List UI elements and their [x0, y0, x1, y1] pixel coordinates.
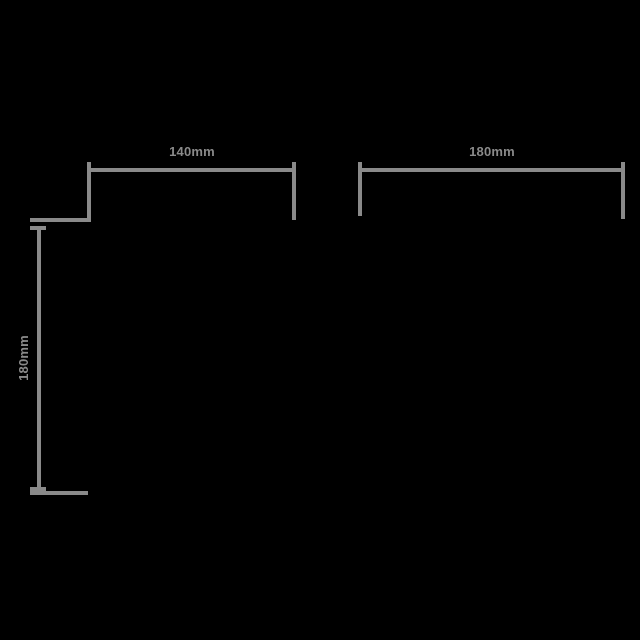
top-left-dimension-line	[89, 168, 295, 172]
left-vertical-dimension-label: 180mm	[16, 335, 31, 381]
top-right-dimension-label: 180mm	[469, 144, 515, 159]
top-left-dimension-right-tick	[292, 162, 296, 220]
step-extension-line	[30, 218, 91, 222]
top-left-dimension-label: 140mm	[169, 144, 215, 159]
top-right-dimension-left-tick	[358, 162, 362, 216]
top-right-dimension-right-tick	[621, 162, 625, 219]
left-vertical-dimension-bottom-tick	[30, 487, 46, 491]
top-left-dimension-left-tick	[87, 162, 91, 222]
left-vertical-dimension-line	[37, 228, 41, 490]
top-right-dimension-line	[360, 168, 624, 172]
bottom-extension-line	[30, 491, 88, 495]
